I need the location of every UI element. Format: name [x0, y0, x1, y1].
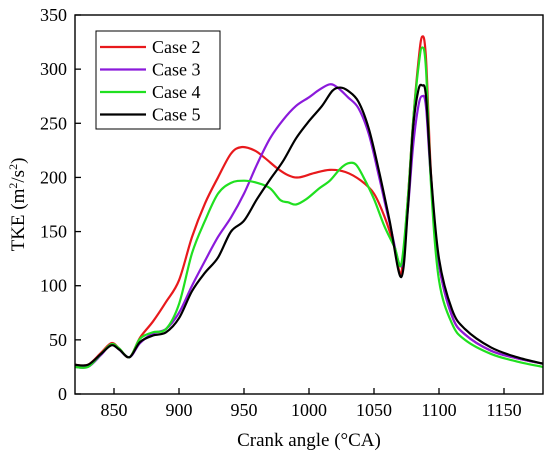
y-axis-title-prefix: TKE (m	[8, 188, 29, 251]
x-tick-label: 1100	[421, 400, 456, 420]
x-tick-label: 900	[166, 400, 193, 420]
x-tick-label: 850	[101, 400, 128, 420]
y-axis-title-exp2: 2	[6, 164, 20, 170]
x-axis-title: Crank angle (°CA)	[237, 430, 381, 451]
y-tick-label: 300	[40, 59, 67, 79]
y-tick-label: 150	[40, 222, 67, 242]
ticks-layer: 850 900 950 1000 1050 1100 1150 0 50 100 150 200 250…	[40, 5, 522, 420]
y-tick-label: 0	[58, 384, 67, 404]
legend-label-3: Case 4	[152, 82, 201, 102]
series-line-4	[75, 83, 543, 367]
y-tick-label: 250	[40, 113, 67, 133]
legend-label-2: Case 3	[152, 60, 201, 80]
series-line-3	[75, 46, 543, 369]
y-tick-label: 200	[40, 167, 67, 187]
y-tick-label: 350	[40, 5, 67, 25]
x-tick-label: 1000	[291, 400, 327, 420]
y-axis-title-suffix: )	[8, 158, 29, 164]
x-tick-label: 1050	[356, 400, 392, 420]
y-axis-title-middle: /s	[8, 170, 29, 183]
x-tick-label: 950	[231, 400, 258, 420]
legend-label-1: Case 2	[152, 37, 201, 57]
legend-label-4: Case 5	[152, 105, 201, 125]
x-tick-label: 1150	[486, 400, 521, 420]
y-tick-label: 100	[40, 276, 67, 296]
series-layer	[75, 35, 543, 369]
y-axis-title: TKE (m2/s2)	[6, 158, 29, 252]
y-tick-label: 50	[49, 330, 67, 350]
y-axis-title-exp1: 2	[6, 183, 20, 189]
series-group	[75, 35, 543, 369]
